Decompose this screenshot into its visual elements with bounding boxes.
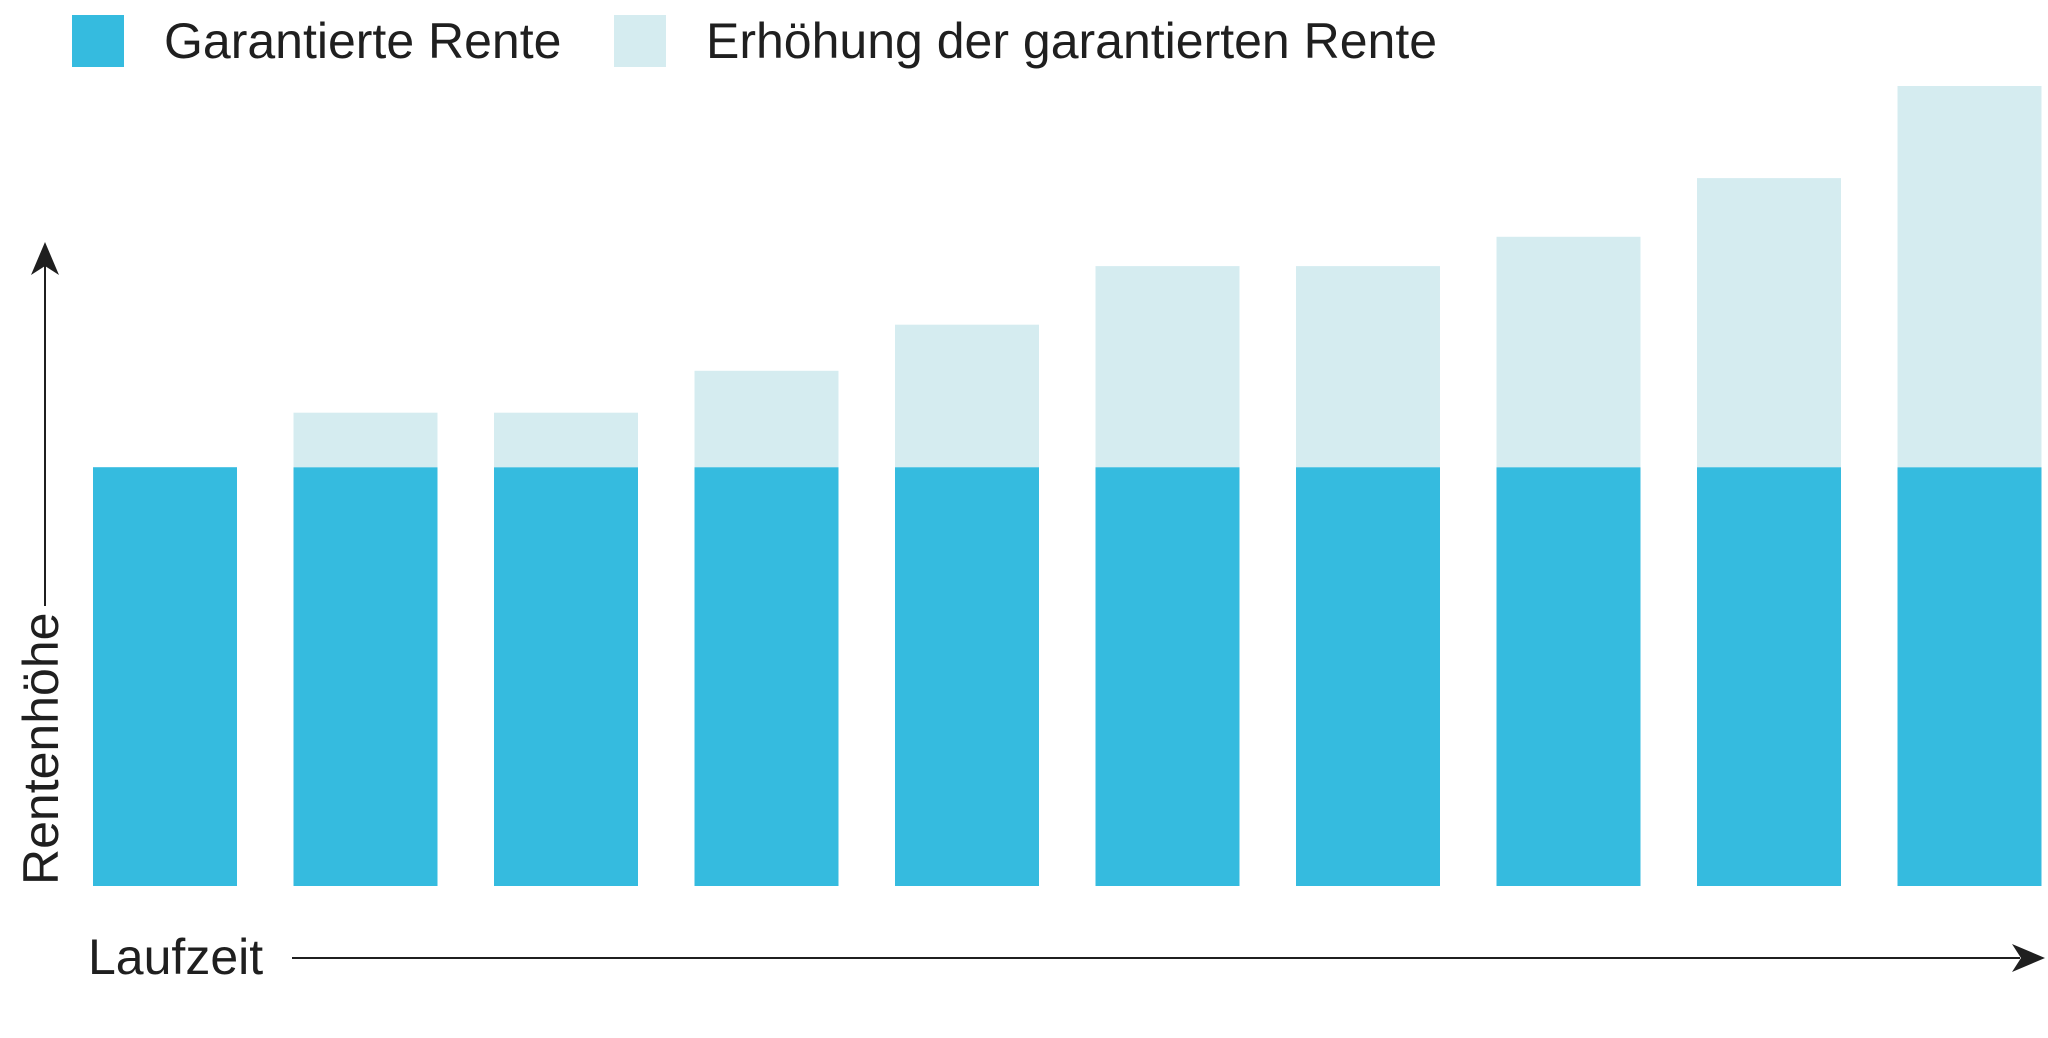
legend-swatch-erhoehung — [614, 15, 666, 67]
bar-erhoehung-8 — [1496, 236, 1641, 468]
bar-garantierte-rente-4 — [694, 467, 839, 886]
bar-erhoehung-7 — [1296, 266, 1440, 468]
bar-erhoehung-6 — [1095, 266, 1240, 468]
bar-erhoehung-5 — [895, 324, 1039, 468]
legend: Garantierte Rente Erhöhung der garantier… — [72, 13, 1437, 69]
x-axis-label: Laufzeit — [88, 929, 263, 985]
legend-label-garantierte-rente: Garantierte Rente — [164, 13, 561, 69]
x-axis-arrow-icon — [2012, 944, 2045, 972]
bar-erhoehung-2 — [293, 412, 438, 468]
bar-garantierte-rente-3 — [494, 467, 638, 886]
bars — [93, 86, 2042, 886]
bar-garantierte-rente-6 — [1095, 467, 1240, 886]
bar-erhoehung-9 — [1697, 178, 1841, 468]
bar-garantierte-rente-8 — [1496, 467, 1641, 886]
bar-garantierte-rente-5 — [895, 467, 1039, 886]
bar-erhoehung-10 — [1897, 86, 2042, 468]
y-axis: Rentenhöhe — [13, 242, 69, 885]
x-axis: Laufzeit — [88, 929, 2045, 985]
legend-label-erhoehung: Erhöhung der garantierten Rente — [706, 13, 1437, 69]
bar-garantierte-rente-2 — [293, 467, 438, 886]
bar-garantierte-rente-7 — [1296, 467, 1440, 886]
bar-erhoehung-4 — [694, 370, 839, 468]
legend-swatch-garantierte-rente — [72, 15, 124, 67]
y-axis-arrow-icon — [31, 242, 59, 275]
bar-erhoehung-3 — [494, 412, 638, 468]
bar-garantierte-rente-1 — [93, 467, 237, 886]
bar-garantierte-rente-9 — [1697, 467, 1841, 886]
bar-garantierte-rente-10 — [1897, 467, 2042, 886]
y-axis-label: Rentenhöhe — [13, 613, 69, 885]
